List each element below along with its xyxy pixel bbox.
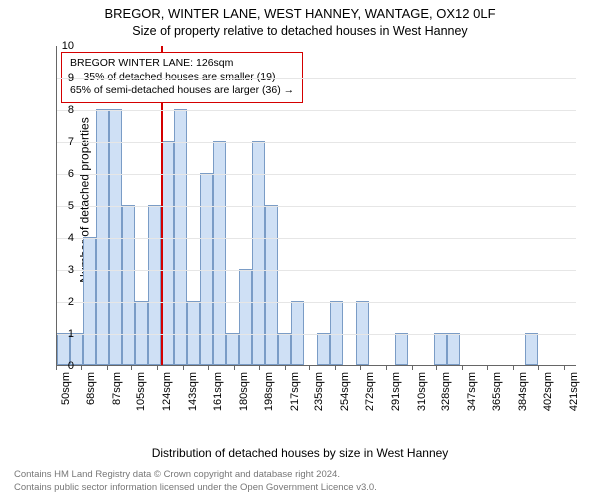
x-tick-label: 365sqm [491, 372, 503, 416]
x-tick-label: 180sqm [238, 372, 250, 416]
x-tick-mark [56, 366, 57, 370]
x-tick-mark [360, 366, 361, 370]
x-tick-mark [487, 366, 488, 370]
chart-title-line2: Size of property relative to detached ho… [0, 24, 600, 38]
x-tick-mark [513, 366, 514, 370]
gridline [57, 270, 576, 271]
y-tick-label: 2 [58, 296, 74, 308]
chart-container: BREGOR, WINTER LANE, WEST HANNEY, WANTAG… [0, 0, 600, 500]
y-tick-label: 10 [58, 40, 74, 52]
x-tick-mark [107, 366, 108, 370]
histogram-bar [434, 333, 446, 365]
histogram-bar [447, 333, 459, 365]
x-tick-mark [412, 366, 413, 370]
gridline [57, 238, 576, 239]
y-tick-label: 5 [58, 200, 74, 212]
gridline [57, 206, 576, 207]
histogram-bar [109, 109, 121, 365]
x-tick-mark [131, 366, 132, 370]
x-tick-mark [81, 366, 82, 370]
y-tick-label: 9 [58, 72, 74, 84]
histogram-bar [174, 109, 186, 365]
x-tick-label: 347sqm [466, 372, 478, 416]
y-tick-label: 8 [58, 104, 74, 116]
histogram-bar [330, 301, 342, 365]
histogram-bar [96, 109, 108, 365]
x-tick-label: 272sqm [364, 372, 376, 416]
x-tick-label: 50sqm [60, 372, 72, 416]
x-tick-mark [157, 366, 158, 370]
histogram-bar [278, 333, 290, 365]
x-tick-label: 291sqm [390, 372, 402, 416]
x-tick-mark [234, 366, 235, 370]
x-tick-mark [335, 366, 336, 370]
x-tick-label: 235sqm [313, 372, 325, 416]
histogram-bar [395, 333, 407, 365]
footer-line: Contains HM Land Registry data © Crown c… [14, 469, 377, 481]
x-tick-mark [259, 366, 260, 370]
x-tick-mark [309, 366, 310, 370]
histogram-bar [226, 333, 238, 365]
histogram-bar [317, 333, 329, 365]
x-tick-label: 124sqm [161, 372, 173, 416]
x-tick-label: 328sqm [440, 372, 452, 416]
histogram-bar [525, 333, 537, 365]
histogram-bar [356, 301, 368, 365]
histogram-bar [187, 301, 199, 365]
x-tick-mark [285, 366, 286, 370]
x-tick-label: 198sqm [263, 372, 275, 416]
x-tick-mark [436, 366, 437, 370]
gridline [57, 174, 576, 175]
x-tick-label: 105sqm [135, 372, 147, 416]
x-tick-mark [386, 366, 387, 370]
x-tick-mark [208, 366, 209, 370]
x-tick-label: 254sqm [339, 372, 351, 416]
x-tick-mark [462, 366, 463, 370]
gridline [57, 78, 576, 79]
gridline [57, 110, 576, 111]
histogram-bar [291, 301, 303, 365]
y-tick-label: 3 [58, 264, 74, 276]
histogram-bar [148, 205, 160, 365]
x-tick-label: 421sqm [568, 372, 580, 416]
x-tick-label: 217sqm [289, 372, 301, 416]
histogram-bar [265, 205, 277, 365]
annotation-line: BREGOR WINTER LANE: 126sqm [70, 57, 294, 71]
y-tick-label: 0 [58, 360, 74, 372]
x-axis-label: Distribution of detached houses by size … [0, 446, 600, 460]
y-tick-label: 4 [58, 232, 74, 244]
x-tick-label: 161sqm [212, 372, 224, 416]
histogram-bar [239, 269, 251, 365]
gridline [57, 302, 576, 303]
x-tick-label: 402sqm [542, 372, 554, 416]
y-tick-label: 6 [58, 168, 74, 180]
plot-area: BREGOR WINTER LANE: 126sqm ← 35% of deta… [56, 46, 576, 366]
footer-attribution: Contains HM Land Registry data © Crown c… [14, 469, 377, 494]
histogram-bar [200, 173, 212, 365]
histogram-bar [135, 301, 147, 365]
x-tick-mark [538, 366, 539, 370]
x-tick-mark [183, 366, 184, 370]
x-tick-label: 384sqm [517, 372, 529, 416]
histogram-bar [83, 237, 95, 365]
x-tick-label: 68sqm [85, 372, 97, 416]
y-tick-label: 7 [58, 136, 74, 148]
footer-line: Contains public sector information licen… [14, 482, 377, 494]
chart-title-line1: BREGOR, WINTER LANE, WEST HANNEY, WANTAG… [0, 6, 600, 21]
y-tick-label: 1 [58, 328, 74, 340]
gridline [57, 142, 576, 143]
x-tick-label: 87sqm [111, 372, 123, 416]
gridline [57, 334, 576, 335]
annotation-line: 65% of semi-detached houses are larger (… [70, 84, 294, 98]
histogram-bar [122, 205, 134, 365]
x-tick-label: 143sqm [187, 372, 199, 416]
x-tick-label: 310sqm [416, 372, 428, 416]
x-tick-mark [564, 366, 565, 370]
